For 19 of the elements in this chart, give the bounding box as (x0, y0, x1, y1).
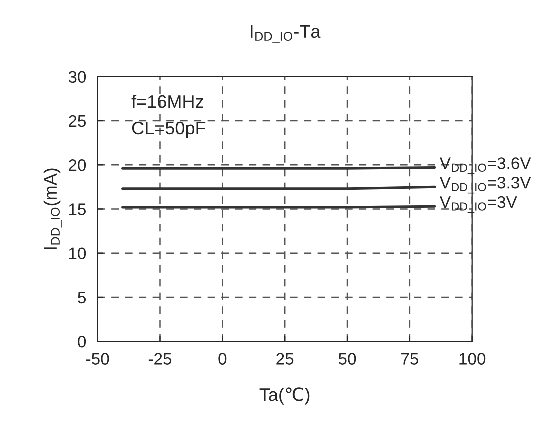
y-tick-label: 15 (69, 204, 86, 216)
x-tick-label: 100 (460, 353, 486, 365)
x-tick-label: 75 (402, 353, 419, 365)
x-tick-label: -25 (148, 353, 172, 365)
x-tick-label: -50 (86, 353, 110, 365)
y-axis-title: I$_{DD_IO}$(mA) (44, 168, 62, 250)
y-tick-label: 25 (69, 115, 86, 128)
x-tick-label: 0 (218, 353, 227, 365)
y-tick-label: 30 (68, 71, 86, 84)
chart-title: I$_{DD_IO}$-Ta (251, 26, 321, 44)
x-tick-label: 50 (338, 353, 356, 365)
annotation: f=16MHz (132, 94, 204, 108)
annotation: CL=50pF (132, 122, 206, 138)
y-tick-label: 20 (69, 160, 86, 172)
x-axis-title: Ta(℃) (260, 388, 310, 405)
y-tick-label: 10 (69, 248, 86, 260)
y-tick-label: 0 (78, 336, 86, 348)
x-tick-label: 25 (276, 353, 294, 365)
y-tick-label: 5 (78, 292, 86, 304)
